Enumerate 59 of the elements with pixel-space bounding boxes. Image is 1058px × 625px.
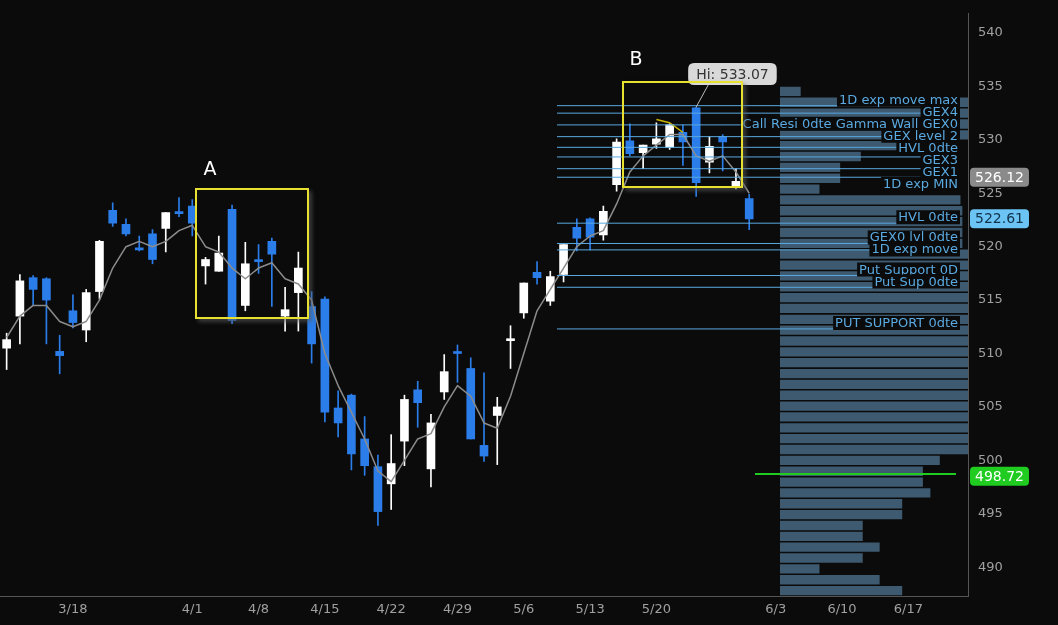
- candlestick: [174, 197, 184, 218]
- candlestick: [479, 372, 489, 462]
- x-tick-label: 5/6: [513, 601, 535, 617]
- text: 522.61: [975, 210, 1024, 227]
- x-tick-label: 3/18: [58, 601, 88, 617]
- candlestick: [55, 335, 64, 375]
- bar: [780, 520, 863, 531]
- y-tick-label: 520: [978, 238, 1003, 254]
- bar: [780, 86, 801, 97]
- candlestick: [280, 286, 290, 332]
- y-tick-label: 500: [978, 451, 1003, 467]
- bar: [780, 368, 968, 379]
- y-tick-label: 505: [978, 398, 1003, 414]
- annotation: A: [203, 156, 217, 179]
- bar: [780, 455, 940, 466]
- y-tick-label: 495: [978, 505, 1003, 521]
- ref-line-label: GEX1: [922, 163, 958, 179]
- bar: [780, 379, 968, 390]
- ref-line-label: 1D exp move max: [838, 91, 959, 107]
- x-tick-label: 6/3: [765, 601, 787, 617]
- x-tick-label: 4/1: [181, 601, 203, 617]
- y-tick-label: 525: [978, 184, 1003, 200]
- x-tick-label: 6/10: [827, 601, 857, 617]
- ref-line-label: GEX4: [922, 103, 958, 119]
- x-tick-label: 4/15: [310, 601, 340, 617]
- x-tick-label: 5/13: [575, 601, 605, 617]
- bar: [780, 509, 903, 520]
- y-tick-label: 515: [978, 291, 1003, 307]
- y-tick-label: 540: [978, 24, 1003, 40]
- text: 526.12: [975, 168, 1024, 185]
- x-tick-label: 6/17: [893, 601, 923, 617]
- bar: [780, 531, 863, 541]
- annotation: B: [629, 46, 643, 69]
- bar: [780, 292, 968, 303]
- ref-line-label: GEX3: [922, 151, 958, 167]
- x-tick-label: 5/20: [641, 601, 671, 617]
- ref-line-label: 1D exp MIN: [882, 175, 958, 191]
- ref-line-label: 498.72: [975, 467, 1024, 484]
- candlestick: [492, 396, 502, 465]
- ref-line-label: GEX0 lvl 0dte: [869, 229, 958, 245]
- ref-line-label: Call Resi 0dte Gamma Wall GEX0: [742, 115, 958, 131]
- y-tick-label: 530: [978, 131, 1003, 147]
- ref-line-label: HVL 0dte: [898, 209, 958, 225]
- ref-line-label: PUT SUPPORT 0dte: [835, 314, 958, 330]
- ref-line-label: HVL 0dte: [898, 139, 958, 155]
- bar: [780, 444, 968, 455]
- x-tick-label: 4/8: [248, 601, 270, 617]
- bar: [780, 303, 968, 314]
- x-tick-label: 4/22: [376, 601, 406, 617]
- y-tick-label: 510: [978, 344, 1003, 360]
- ref-line-label: Put Support 0D: [859, 261, 958, 277]
- bar: [780, 433, 968, 444]
- bar: [780, 585, 903, 596]
- y-tick-label: 490: [978, 558, 1003, 574]
- ref-line-label: 1D exp move: [871, 241, 958, 257]
- annotation: Hi: 533.07: [696, 65, 769, 82]
- ref-line-label: GEX level 2: [883, 127, 958, 143]
- x-tick-label: 4/29: [442, 601, 473, 617]
- y-tick-label: 535: [978, 77, 1003, 93]
